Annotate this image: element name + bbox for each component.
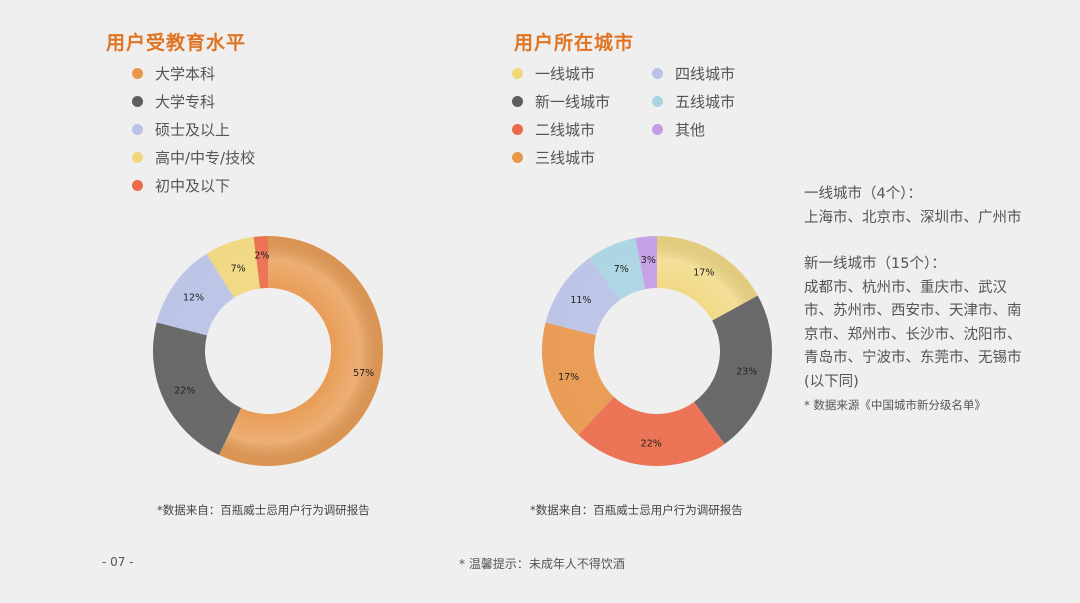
legend-label: 高中/中专/技校 <box>155 148 256 167</box>
legend-label: 大学本科 <box>155 64 216 83</box>
donut-slice <box>156 253 235 336</box>
slice-value-label: 17% <box>558 372 579 383</box>
legend-label: 三线城市 <box>535 148 596 167</box>
legend-item: 高中/中专/技校 <box>132 147 255 167</box>
slice-value-label: 7% <box>231 264 246 275</box>
legend-swatch <box>512 123 523 135</box>
slice-value-label: 22% <box>174 386 195 397</box>
slice-value-label: 12% <box>183 292 204 303</box>
legend-item: 三线城市 <box>512 147 595 167</box>
legend-item: 四线城市 <box>652 63 735 83</box>
education-donut-chart: 57% 22% 12% 7% 2% <box>153 236 383 466</box>
donut-hole <box>205 288 331 414</box>
legend-item: 其他 <box>652 119 705 139</box>
donut-slice <box>253 236 268 289</box>
education-source-note: *数据来自：百瓶威士忌用户行为调研报告 <box>157 503 370 517</box>
legend-item: 一线城市 <box>512 63 595 83</box>
legend-item: 新一线城市 <box>512 91 610 111</box>
legend-label: 新一线城市 <box>535 92 611 111</box>
legend-label: 硕士及以上 <box>155 120 231 139</box>
legend-item: 二线城市 <box>512 119 595 139</box>
city-tier-note: 一线城市（4个）： 上海市、北京市、深圳市、广州市 新一线城市（15个）： 成都… <box>804 183 1034 414</box>
city-source-note: *数据来自：百瓶威士忌用户行为调研报告 <box>530 503 743 517</box>
city-donut-chart: 17% 23% 22% 17% 11% 7% 3% <box>542 236 772 466</box>
legend-swatch <box>652 123 663 135</box>
tier1-heading: 一线城市（4个）： <box>804 186 922 202</box>
legend-swatch <box>132 95 143 107</box>
legend-swatch <box>512 67 523 79</box>
donut-slice <box>578 396 725 466</box>
legend-swatch <box>132 179 143 191</box>
note-citation: * 数据来源《中国城市新分级名单》 <box>804 398 986 412</box>
slice-value-label: 2% <box>254 251 269 262</box>
slice-value-label: 57% <box>353 368 374 379</box>
legend-label: 大学专科 <box>155 92 216 111</box>
slice-value-label: 7% <box>614 264 629 275</box>
slice-value-label: 22% <box>641 438 662 449</box>
slice-value-label: 17% <box>693 267 714 278</box>
donut-slice <box>153 322 242 456</box>
legend-swatch <box>132 67 143 79</box>
legend-item: 大学本科 <box>132 63 215 83</box>
donut-slice <box>545 257 620 336</box>
drinking-warning: * 温馨提示：未成年人不得饮酒 <box>459 557 625 571</box>
donut-slice <box>694 295 772 445</box>
education-chart-title: 用户受教育水平 <box>106 32 247 54</box>
city-chart-title: 用户所在城市 <box>514 32 635 54</box>
donut-slice <box>542 322 614 435</box>
page-number: - 07 - <box>102 555 134 569</box>
legend-swatch <box>512 151 523 163</box>
slice-value-label: 11% <box>570 295 591 306</box>
legend-label: 二线城市 <box>535 120 596 139</box>
legend-swatch <box>652 67 663 79</box>
legend-item: 大学专科 <box>132 91 215 111</box>
legend-label: 初中及以下 <box>155 176 231 195</box>
legend-label: 其他 <box>675 120 706 139</box>
donut-hole <box>594 288 720 414</box>
legend-label: 五线城市 <box>675 92 736 111</box>
donut-slice <box>589 238 646 301</box>
legend-item: 五线城市 <box>652 91 735 111</box>
newtier1-heading: 新一线城市（15个）： <box>804 256 946 272</box>
legend-swatch <box>132 151 143 163</box>
slice-value-label: 23% <box>736 367 757 378</box>
legend-item: 硕士及以上 <box>132 119 230 139</box>
slice-value-label: 3% <box>641 255 656 266</box>
note-suffix: (以下同) <box>804 373 859 390</box>
legend-label: 四线城市 <box>675 64 736 83</box>
legend-label: 一线城市 <box>535 64 596 83</box>
legend-swatch <box>512 95 523 107</box>
legend-swatch <box>132 123 143 135</box>
donut-slice <box>206 236 261 298</box>
legend-swatch <box>652 95 663 107</box>
donut-slice <box>635 236 657 290</box>
legend-item: 初中及以下 <box>132 175 230 195</box>
tier1-cities: 上海市、北京市、深圳市、广州市 <box>804 209 1022 226</box>
newtier1-cities: 成都市、杭州市、重庆市、武汉市、苏州市、西安市、天津市、南京市、郑州市、长沙市、… <box>804 279 1022 367</box>
